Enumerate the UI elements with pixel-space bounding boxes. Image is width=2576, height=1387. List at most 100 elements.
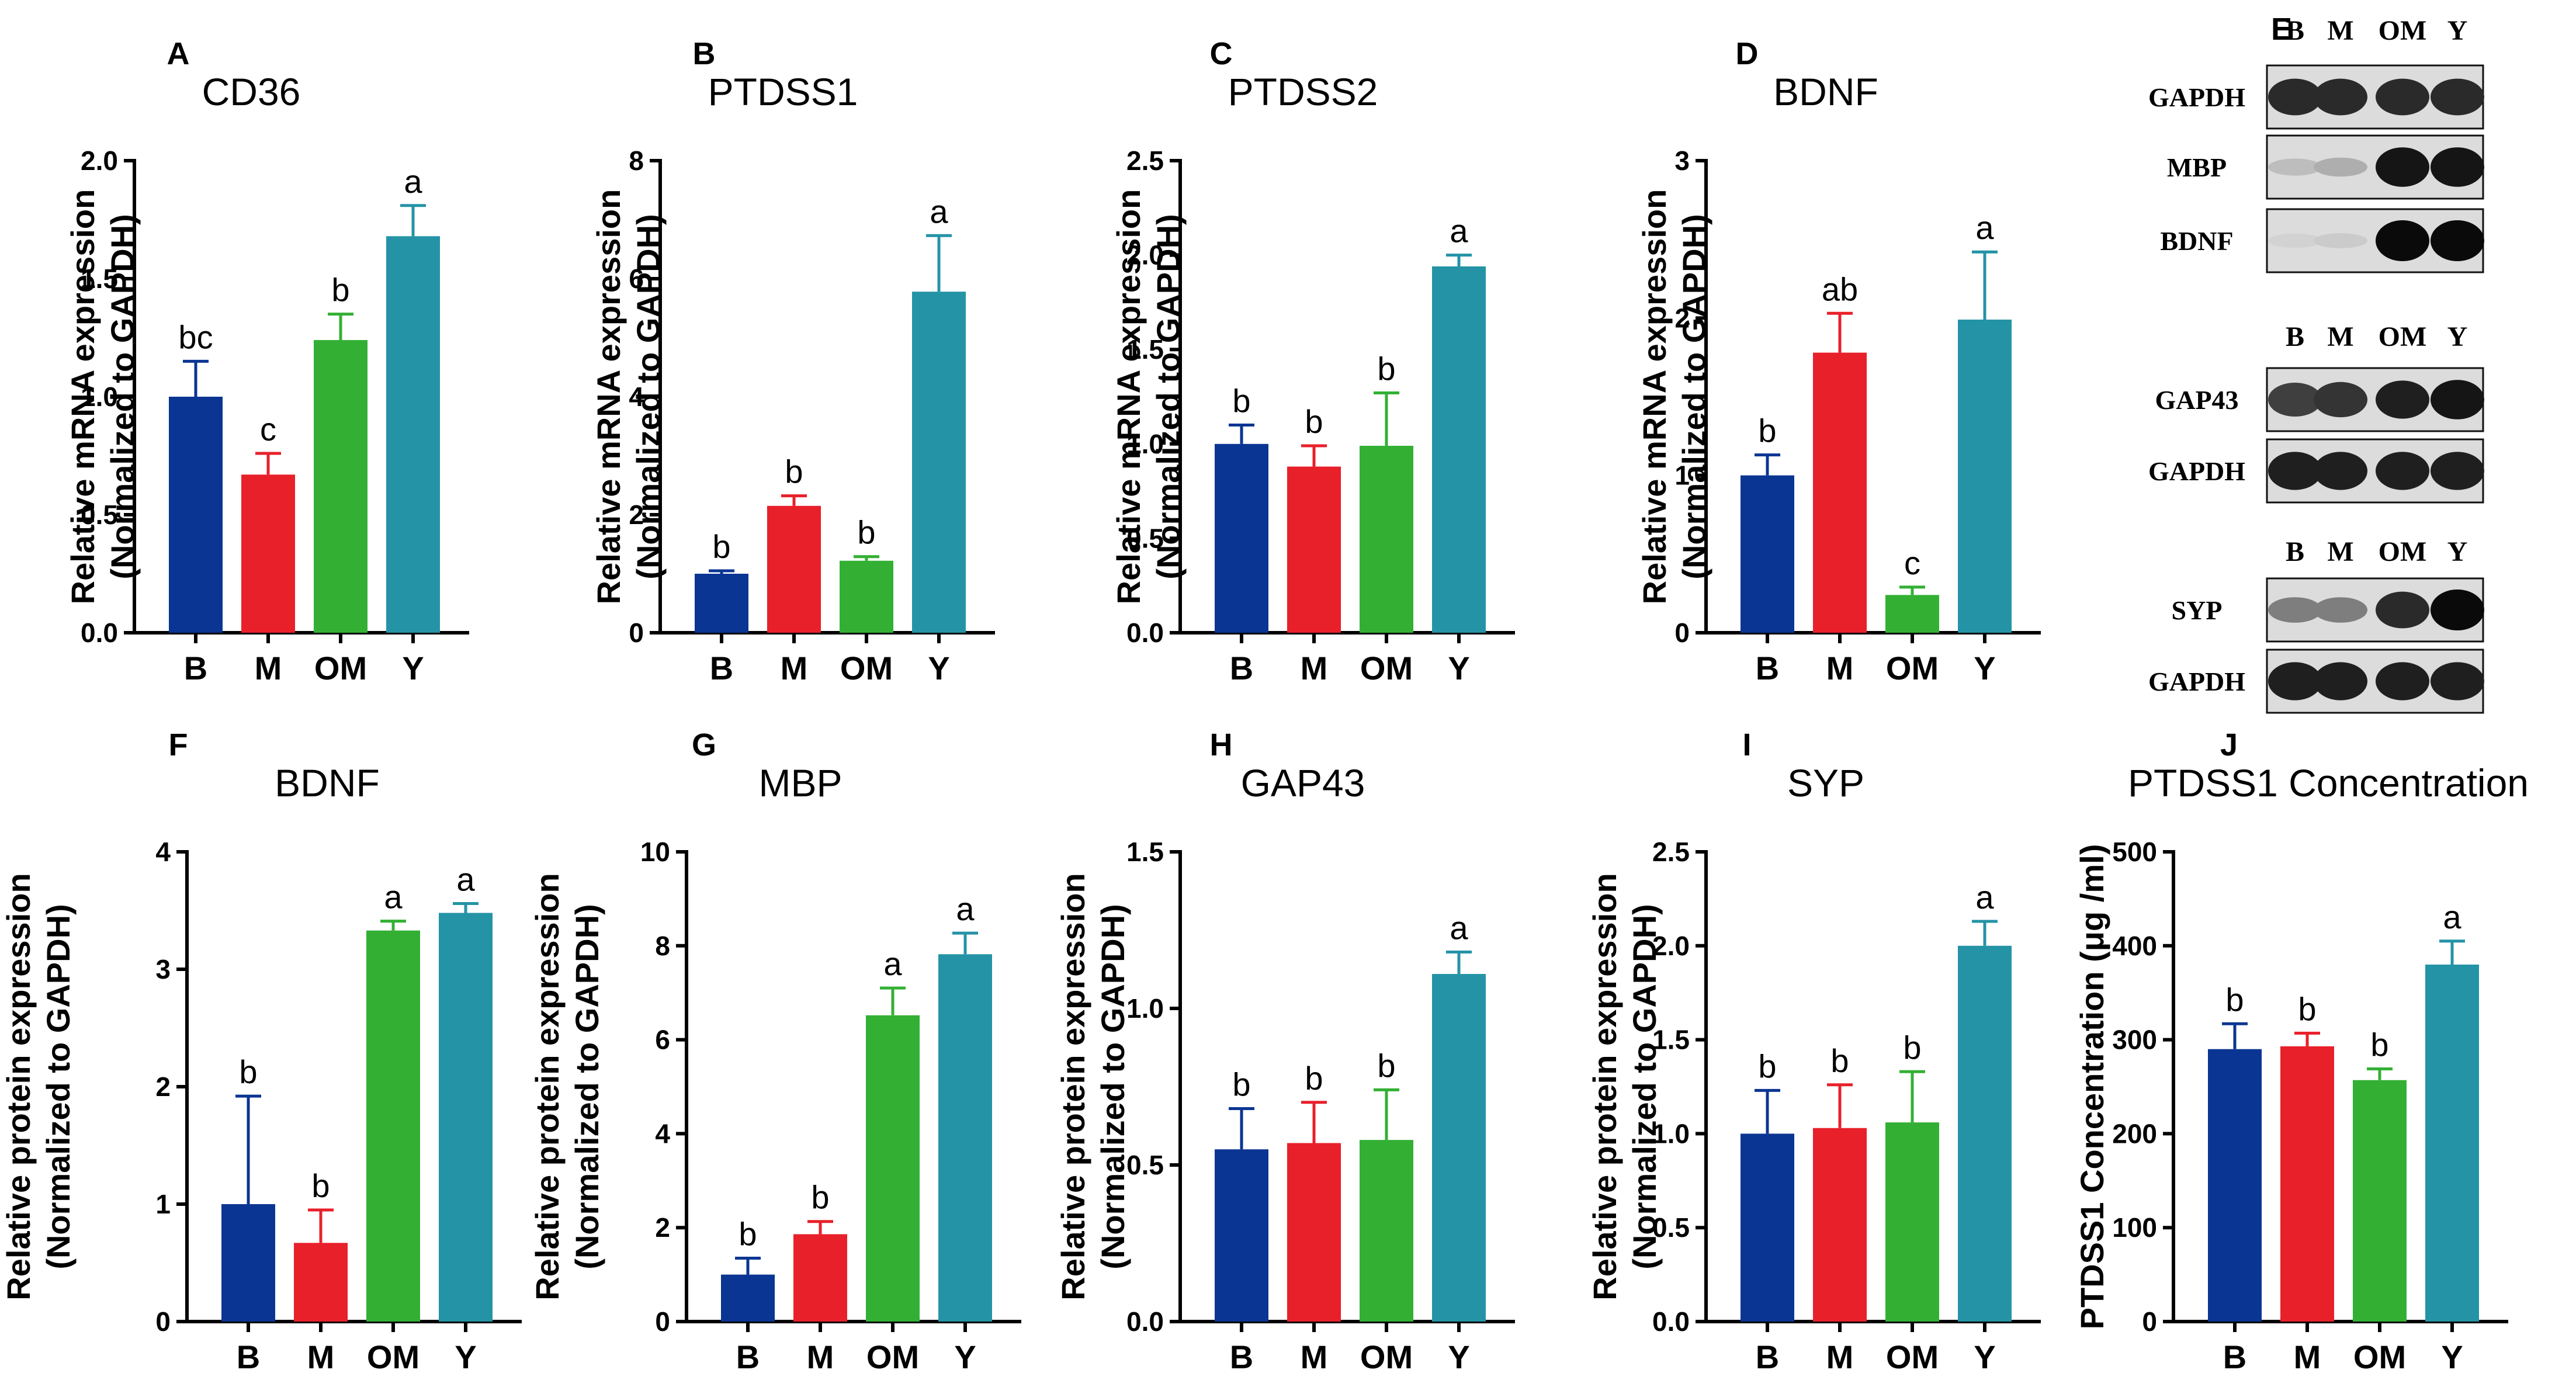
significance-letter: c bbox=[1904, 545, 1920, 581]
y-tick-label: 1 bbox=[155, 1189, 171, 1219]
y-axis-label: Relative mRNA expression bbox=[1636, 189, 1673, 605]
y-tick-label: 6 bbox=[655, 1025, 670, 1055]
significance-letter: b bbox=[1758, 1048, 1776, 1084]
blot-band bbox=[2431, 380, 2484, 419]
significance-letter: b bbox=[1232, 1066, 1250, 1103]
x-tick-label: M bbox=[1301, 650, 1328, 686]
bar-Y bbox=[386, 236, 440, 633]
x-tick-label: B bbox=[237, 1339, 260, 1375]
blot-group: B M OM Y SYP GAPDH bbox=[2148, 536, 2484, 714]
y-tick-label: 2.5 bbox=[1126, 145, 1164, 176]
blot-band bbox=[2314, 452, 2367, 490]
y-tick-label: 1.0 bbox=[81, 382, 118, 412]
blot-band bbox=[2314, 157, 2367, 177]
blot-band bbox=[2376, 452, 2429, 490]
bar-OM bbox=[1360, 446, 1413, 633]
significance-letter: b bbox=[2298, 990, 2316, 1027]
blot-band bbox=[2314, 662, 2367, 701]
y-axis-label: (Normalized to GAPDH) bbox=[1626, 904, 1663, 1269]
chart-title: PTDSS2 bbox=[1228, 70, 1378, 113]
x-tick-label: M bbox=[307, 1339, 335, 1375]
blot-band bbox=[2268, 597, 2322, 623]
bar-B bbox=[695, 574, 748, 633]
x-tick-label: OM bbox=[2353, 1339, 2406, 1375]
y-tick-label: 200 bbox=[2112, 1118, 2157, 1149]
y-tick-label: 3 bbox=[1674, 145, 1690, 176]
y-tick-label: 2 bbox=[655, 1212, 670, 1243]
significance-letter: b bbox=[2225, 981, 2244, 1018]
blot-band bbox=[2376, 220, 2429, 261]
blot-lane-label: M bbox=[2327, 15, 2353, 46]
y-tick-label: 2.5 bbox=[1652, 837, 1690, 867]
bar-Y bbox=[1432, 266, 1486, 633]
y-axis-label: (Normalized to GAPDH) bbox=[40, 904, 77, 1269]
chart-title: BDNF bbox=[1773, 70, 1878, 113]
y-tick-label: 500 bbox=[2112, 837, 2157, 867]
y-tick-label: 2.0 bbox=[1126, 240, 1164, 271]
blot-lane-label: B bbox=[2286, 321, 2304, 352]
chart-panel-G: G MBP Relative protein expression (Normaliz… bbox=[529, 727, 1021, 1375]
y-tick-label: 2.0 bbox=[1652, 931, 1690, 961]
blot-lane-label: Y bbox=[2447, 15, 2468, 46]
bar-B bbox=[221, 1204, 275, 1322]
y-tick-label: 2 bbox=[1674, 303, 1690, 333]
blot-row-label: MBP bbox=[2167, 152, 2227, 182]
x-tick-label: OM bbox=[1886, 650, 1939, 686]
bar-M bbox=[294, 1243, 348, 1322]
bar-OM bbox=[1885, 595, 1939, 633]
y-axis-label: PTDSS1 Concentration (μg /ml) bbox=[2074, 844, 2110, 1330]
y-axis-label: Relative protein expression bbox=[1055, 873, 1091, 1300]
chart-title: SYP bbox=[1787, 761, 1864, 805]
y-tick-label: 1.0 bbox=[1652, 1118, 1690, 1149]
x-tick-label: OM bbox=[866, 1339, 919, 1375]
blot-band bbox=[2431, 662, 2484, 701]
panel-letter: G bbox=[692, 727, 716, 762]
x-tick-label: B bbox=[1230, 650, 1253, 686]
blot-row-syp: SYP bbox=[2172, 577, 2484, 643]
blot-lane-label: B bbox=[2286, 15, 2304, 46]
x-tick-label: Y bbox=[1448, 650, 1469, 686]
blot-lane-label: M bbox=[2327, 321, 2353, 352]
blot-lane-label: Y bbox=[2447, 321, 2468, 352]
y-tick-label: 0.0 bbox=[1126, 1306, 1164, 1337]
y-tick-label: 8 bbox=[655, 931, 670, 961]
bar-B bbox=[1215, 443, 1268, 633]
y-tick-label: 3 bbox=[155, 954, 171, 984]
blot-band bbox=[2268, 158, 2322, 176]
significance-letter: b bbox=[1232, 382, 1250, 419]
x-tick-label: Y bbox=[402, 650, 424, 686]
significance-letter: a bbox=[1450, 910, 1468, 946]
y-axis-label: Relative mRNA expression bbox=[590, 189, 627, 605]
blot-band bbox=[2376, 591, 2429, 629]
y-tick-label: 4 bbox=[629, 382, 644, 412]
significance-letter: b bbox=[1377, 1047, 1395, 1084]
blot-band bbox=[2431, 452, 2484, 490]
significance-letter: b bbox=[811, 1179, 829, 1216]
bar-B bbox=[721, 1274, 775, 1322]
bar-B bbox=[1741, 1133, 1794, 1322]
y-axis-label: (Normalized to GAPDH) bbox=[568, 904, 605, 1269]
blot-band bbox=[2314, 78, 2367, 116]
y-tick-label: 0.0 bbox=[81, 618, 118, 648]
panel-letter: I bbox=[1742, 727, 1751, 762]
y-tick-label: 1.0 bbox=[1126, 429, 1164, 459]
significance-letter: c bbox=[260, 411, 276, 448]
y-axis-label: Relative mRNA expression bbox=[64, 189, 101, 605]
blot-row-gapdh: GAPDH bbox=[2148, 649, 2484, 714]
x-tick-label: Y bbox=[1974, 1339, 1995, 1375]
x-tick-label: B bbox=[736, 1339, 760, 1375]
blot-band bbox=[2376, 380, 2429, 419]
y-tick-label: 2.0 bbox=[81, 145, 118, 176]
chart-panel-F: F BDNF Relative protein expression (Normali… bbox=[0, 727, 522, 1375]
y-tick-label: 1.5 bbox=[1126, 334, 1164, 365]
blot-row-label: GAP43 bbox=[2155, 385, 2238, 415]
x-tick-label: Y bbox=[1448, 1339, 1469, 1375]
y-tick-label: 1.5 bbox=[81, 263, 118, 294]
significance-letter: a bbox=[1975, 209, 1994, 246]
significance-letter: a bbox=[1975, 879, 1994, 916]
